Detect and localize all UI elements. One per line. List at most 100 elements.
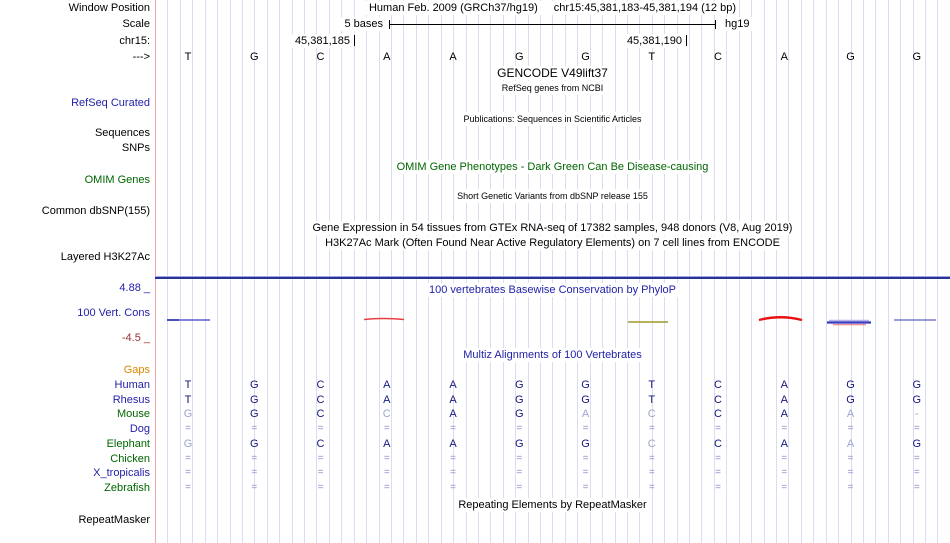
- sequence-base: A: [780, 51, 788, 63]
- alignment-base: G: [846, 393, 855, 406]
- assembly-name-label: hg19: [722, 17, 753, 31]
- track-label-common-dbsnp[interactable]: Common dbSNP(155): [41, 205, 150, 217]
- alignment-base: =: [450, 482, 456, 493]
- alignment-base: =: [781, 482, 788, 493]
- track-label-snps[interactable]: SNPs: [121, 142, 150, 154]
- conservation-segment: [363, 317, 405, 321]
- track-title-repeatmasker[interactable]: Repeating Elements by RepeatMasker: [155, 498, 950, 512]
- track-label-omim-genes[interactable]: OMIM Genes: [84, 174, 150, 186]
- track-label-repeatmasker[interactable]: RepeatMasker: [78, 514, 150, 526]
- alignment-base: G: [581, 378, 590, 391]
- alignment-base: =: [251, 452, 258, 464]
- species-label-mouse[interactable]: Mouse: [116, 408, 150, 421]
- alignment-base: =: [516, 467, 523, 479]
- alignment-base: T: [648, 378, 656, 391]
- alignment-base: T: [184, 393, 192, 406]
- sequence-base: G: [514, 51, 524, 63]
- alignment-base: =: [648, 467, 655, 479]
- track-title-gtex[interactable]: Gene Expression in 54 tissues from GTEx …: [155, 221, 950, 235]
- alignment-base: =: [847, 452, 854, 464]
- alignment-base: A: [449, 437, 457, 450]
- species-label-gaps[interactable]: Gaps: [123, 364, 150, 376]
- alignment-base: =: [913, 467, 920, 479]
- guideline: [304, 0, 306, 543]
- sequence-base: T: [184, 51, 192, 63]
- alignment-base: =: [251, 423, 258, 434]
- alignment-base: G: [183, 408, 193, 421]
- alignment-base: =: [383, 482, 390, 493]
- alignment-base: G: [514, 393, 524, 406]
- track-title-phylop[interactable]: 100 vertebrates Basewise Conservation by…: [155, 283, 950, 297]
- sequence-base: C: [714, 51, 722, 63]
- guideline: [602, 0, 604, 543]
- guideline: [751, 0, 753, 543]
- guideline: [291, 0, 293, 543]
- track-title-gencode[interactable]: GENCODE V49lift37: [155, 66, 950, 80]
- alignment-base: =: [251, 482, 258, 493]
- scale-ruler-left-tick: [389, 20, 390, 29]
- sequence-base: A: [449, 51, 457, 63]
- species-label-human[interactable]: Human: [114, 378, 150, 391]
- alignment-base: A: [383, 437, 391, 450]
- guideline: [577, 0, 579, 543]
- alignment-base: A: [780, 408, 788, 421]
- guideline: [366, 0, 368, 543]
- alignment-base: A: [780, 437, 788, 450]
- guideline: [900, 0, 902, 543]
- alignment-base: =: [913, 452, 920, 464]
- track-title-omim-phenotypes[interactable]: OMIM Gene Phenotypes - Dark Green Can Be…: [155, 160, 950, 174]
- guideline: [316, 0, 318, 543]
- alignment-base: =: [715, 467, 721, 479]
- track-left-boundary-line: [155, 0, 156, 543]
- alignment-base: =: [450, 452, 456, 464]
- position-range: chr15:45,381,183-45,381,194 (12 bp): [550, 1, 740, 15]
- sequence-base: T: [648, 51, 656, 63]
- sequence-base: A: [383, 51, 391, 63]
- guideline: [179, 0, 181, 543]
- track-label-layered-h3k27ac[interactable]: Layered H3K27Ac: [60, 251, 150, 263]
- guideline: [614, 0, 616, 543]
- track-title-publications[interactable]: Publications: Sequences in Scientific Ar…: [155, 112, 950, 126]
- alignment-base: A: [846, 437, 855, 450]
- species-label-rhesus[interactable]: Rhesus: [112, 393, 150, 406]
- guideline: [887, 0, 889, 543]
- track-label-sequences[interactable]: Sequences: [94, 127, 150, 139]
- track-label-100-vert-cons[interactable]: 100 Vert. Cons: [77, 307, 150, 319]
- strand-direction-arrow: --->: [132, 51, 150, 63]
- guideline: [639, 0, 641, 543]
- species-label-elephant[interactable]: Elephant: [106, 437, 150, 450]
- guideline: [465, 0, 467, 543]
- guideline: [229, 0, 231, 543]
- guideline: [875, 0, 877, 543]
- alignment-base: =: [715, 452, 721, 464]
- alignment-base: =: [317, 452, 324, 464]
- species-label-chicken[interactable]: Chicken: [110, 452, 150, 465]
- alignment-base: =: [317, 423, 324, 434]
- alignment-base: G: [581, 393, 590, 406]
- guideline: [453, 0, 455, 543]
- track-title-multiz[interactable]: Multiz Alignments of 100 Vertebrates: [155, 348, 950, 362]
- species-label-dog[interactable]: Dog: [129, 423, 150, 435]
- track-label-refseq-curated[interactable]: RefSeq Curated: [71, 97, 150, 109]
- alignment-base: =: [516, 482, 523, 493]
- guideline: [800, 0, 802, 543]
- scale-label: Scale: [122, 18, 150, 30]
- guideline: [825, 0, 827, 543]
- guideline: [515, 0, 517, 543]
- window-position-title: Human Feb. 2009 (GRCh37/hg19) chr15:45,38…: [155, 1, 950, 15]
- guideline: [353, 0, 355, 543]
- track-title-refseq-ncbi[interactable]: RefSeq genes from NCBI: [155, 81, 950, 95]
- alignment-base: =: [648, 423, 655, 434]
- species-label-x_tropicalis[interactable]: X_tropicalis: [93, 467, 150, 480]
- alignment-base: =: [648, 482, 655, 493]
- guideline: [415, 0, 417, 543]
- guideline: [564, 0, 566, 543]
- guideline: [925, 0, 927, 543]
- track-title-h3k27ac[interactable]: H3K27Ac Mark (Often Found Near Active Re…: [155, 236, 950, 250]
- guideline: [477, 0, 479, 543]
- track-title-dbsnp[interactable]: Short Genetic Variants from dbSNP releas…: [155, 189, 950, 203]
- guideline: [167, 0, 169, 543]
- conservation-max-value: 4.88 _: [119, 282, 150, 294]
- guideline: [838, 0, 840, 543]
- species-label-zebrafish[interactable]: Zebrafish: [104, 482, 150, 494]
